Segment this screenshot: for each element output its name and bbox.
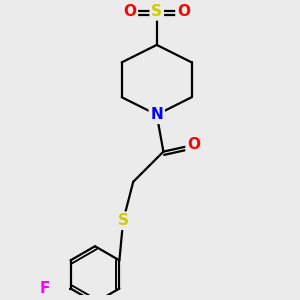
Text: S: S	[151, 4, 162, 19]
Text: N: N	[150, 107, 163, 122]
Text: O: O	[177, 4, 190, 19]
Text: O: O	[187, 137, 200, 152]
Text: F: F	[40, 281, 50, 296]
Text: O: O	[123, 4, 136, 19]
Text: S: S	[118, 213, 129, 228]
